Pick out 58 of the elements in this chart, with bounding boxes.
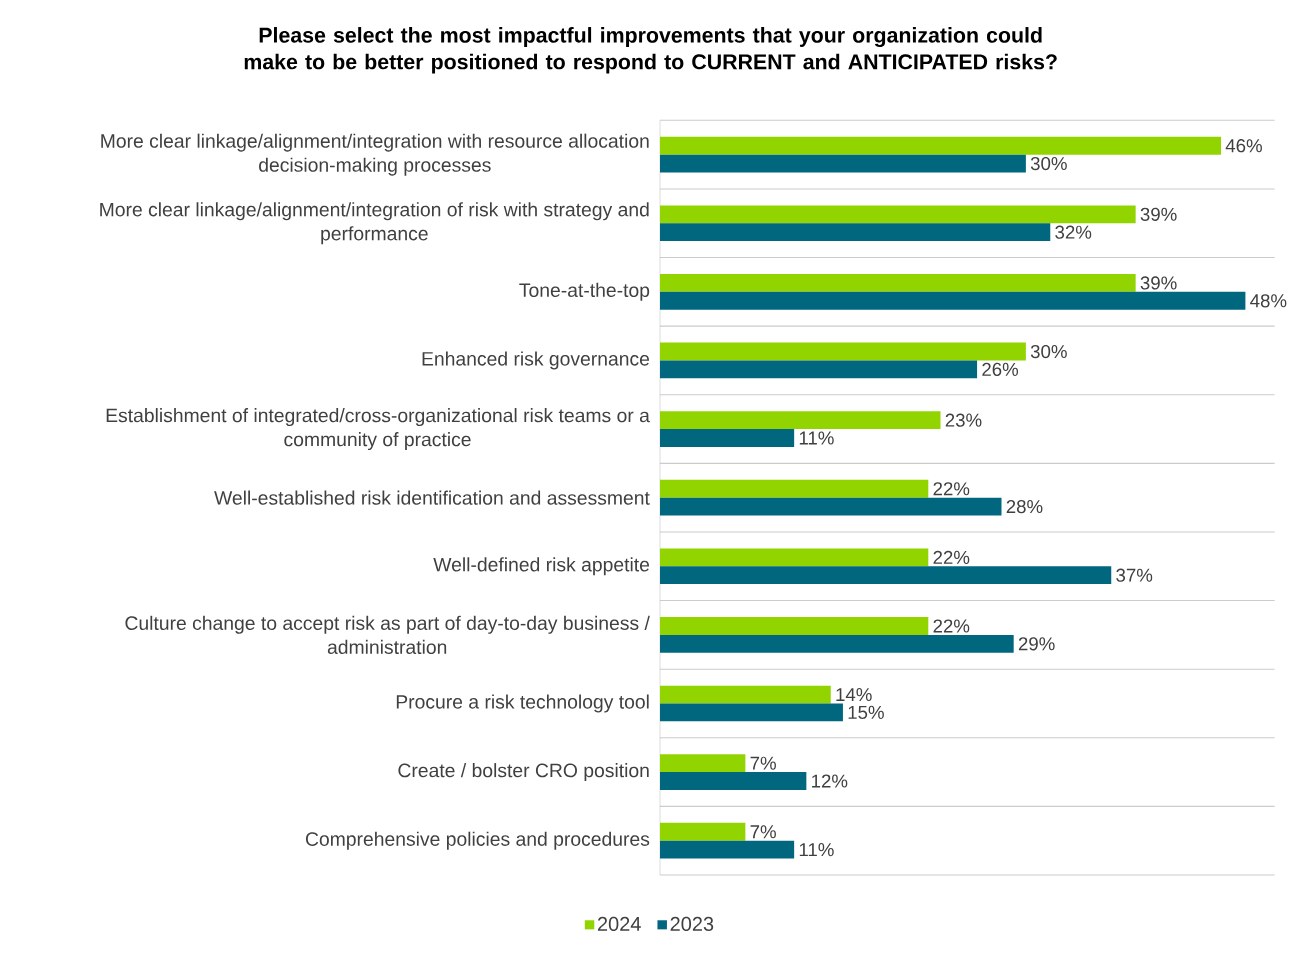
bar	[660, 685, 831, 704]
y-tick-label: Culture change to accept risk as part of day-to-day business / administration	[125, 615, 650, 654]
bar	[660, 223, 1051, 242]
data-label: 32%	[1055, 225, 1092, 239]
data-label: 46%	[1225, 139, 1262, 153]
legend-label: 2024	[597, 916, 641, 931]
bar	[660, 360, 978, 379]
data-label: 7%	[750, 825, 776, 839]
data-label: 30%	[1030, 344, 1067, 359]
data-label: 15%	[848, 705, 884, 719]
bar	[660, 429, 795, 447]
y-tick-label: Establishment of integrated/cross-organizational risk teams or a community of practice	[106, 408, 650, 451]
bar	[660, 136, 1222, 155]
y-tick-label: Well-established risk identification and assessment	[214, 490, 650, 505]
data-label: 7%	[750, 756, 776, 770]
y-tick-label: More clear linkage/alignment/integration with resource allocation decision-making processes	[101, 133, 649, 176]
data-label: 29%	[1018, 637, 1055, 651]
data-label: 39%	[1140, 207, 1177, 221]
data-label: 39%	[1140, 276, 1177, 290]
y-tick-label: Enhanced risk governance	[422, 351, 650, 370]
bar	[660, 411, 941, 430]
data-label: 48%	[1250, 294, 1287, 308]
bar	[660, 634, 1014, 653]
data-label: 26%	[982, 362, 1019, 376]
bar	[660, 154, 1026, 173]
data-label: 28%	[1006, 499, 1043, 514]
bar	[660, 291, 1246, 310]
bar	[660, 497, 1002, 516]
data-label: 37%	[1116, 568, 1153, 582]
bar	[660, 548, 929, 567]
legend-label: 2023	[670, 916, 714, 931]
data-label: 11%	[799, 843, 834, 857]
chart-title: Please select the most impactful improvements that your organization could make to be better positioned to respond to CURRENT and ANTICIPATED risks?	[244, 27, 1057, 74]
bar	[660, 342, 1026, 361]
data-label: 22%	[933, 619, 970, 633]
data-label: 22%	[933, 550, 970, 564]
y-tick-label: More clear linkage/alignment/integration of risk with strategy and performance	[100, 202, 649, 245]
bar	[660, 840, 795, 859]
bar	[660, 274, 1136, 292]
bar	[660, 617, 929, 635]
data-label: 30%	[1030, 156, 1067, 171]
data-label: 22%	[933, 482, 970, 496]
bar	[660, 205, 1136, 224]
y-tick-label: Well-defined risk appetite	[433, 557, 650, 576]
bar	[660, 772, 807, 790]
data-label: 23%	[945, 413, 982, 427]
y-tick-label: Tone-at-the-top	[519, 282, 650, 301]
bar	[660, 822, 746, 841]
bar	[660, 479, 929, 498]
data-label: 12%	[812, 774, 848, 788]
bar	[660, 754, 746, 773]
y-tick-label: Create / bolster CRO position	[398, 763, 649, 782]
y-tick-label: Comprehensive policies and procedures	[305, 831, 650, 850]
data-label: 11%	[799, 431, 834, 445]
data-label: 14%	[836, 688, 872, 702]
y-tick-label: Procure a risk technology tool	[396, 694, 649, 713]
bar	[660, 566, 1112, 585]
bar	[660, 703, 843, 722]
